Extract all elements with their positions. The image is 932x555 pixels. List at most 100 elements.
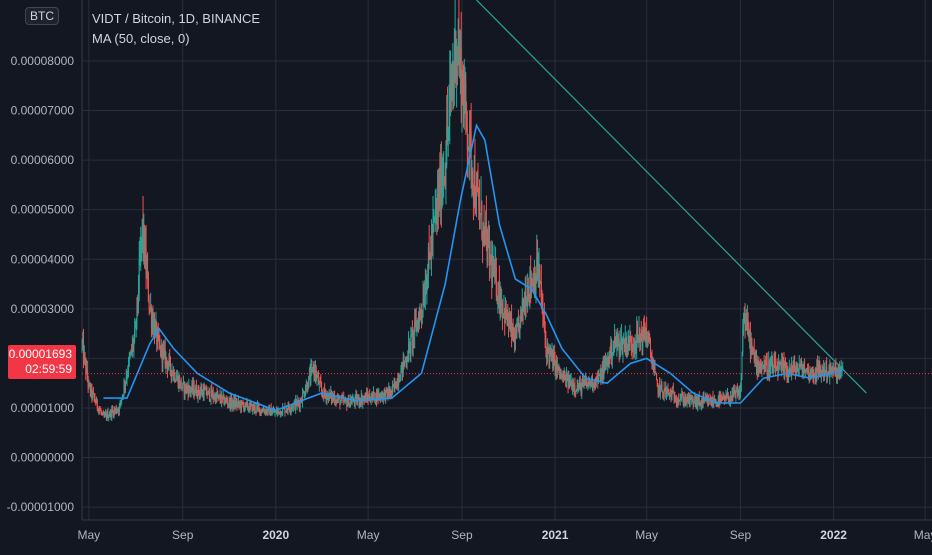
candle-body xyxy=(232,399,234,404)
candle-body xyxy=(650,352,652,360)
candle-body xyxy=(553,355,555,369)
candle-body xyxy=(160,345,162,356)
candle-body xyxy=(183,382,185,394)
candle-body xyxy=(318,376,320,385)
candle-body xyxy=(100,410,102,413)
candle-body xyxy=(687,395,689,402)
candle-body xyxy=(401,362,403,369)
candle-body xyxy=(121,395,123,400)
candle-body xyxy=(548,351,550,361)
candle-body xyxy=(762,364,764,367)
candle-body xyxy=(764,369,766,372)
candle-body xyxy=(583,381,585,384)
candle-body xyxy=(430,236,432,260)
candle-body xyxy=(142,219,144,246)
ma-line[interactable] xyxy=(103,123,843,412)
candle-body xyxy=(668,391,670,394)
candle-body xyxy=(705,398,707,402)
candle-body xyxy=(540,280,542,283)
candle-body xyxy=(92,392,94,394)
candle-body xyxy=(178,379,180,388)
symbol-title[interactable]: VIDT / Bitcoin, 1D, BINANCE xyxy=(92,11,261,26)
candle-body xyxy=(340,401,342,405)
candle-body xyxy=(115,408,117,413)
candle-body xyxy=(187,389,189,396)
candle-body xyxy=(561,374,563,379)
candle-body xyxy=(440,163,442,207)
candle-body xyxy=(693,401,695,405)
candle-body xyxy=(498,283,500,309)
candle-body xyxy=(636,330,638,350)
candle-body xyxy=(707,398,709,402)
currency-badge[interactable]: BTC xyxy=(25,7,59,25)
candle-body xyxy=(179,379,181,387)
candle-body xyxy=(315,370,317,379)
candle-body xyxy=(309,373,311,382)
indicator-title[interactable]: MA (50, close, 0) xyxy=(92,31,190,46)
candle-body xyxy=(206,394,208,396)
candle-body xyxy=(387,392,389,397)
candle-body xyxy=(83,354,85,362)
candle-body xyxy=(316,376,318,379)
trendline[interactable] xyxy=(476,0,867,394)
candle-body xyxy=(804,371,806,374)
candle-body xyxy=(298,402,300,404)
candle-body xyxy=(701,401,703,405)
candle-body xyxy=(373,392,375,402)
candle-body xyxy=(480,204,482,214)
candle-body xyxy=(839,369,841,376)
candle-body xyxy=(538,269,540,274)
candle-body xyxy=(392,385,394,387)
x-tick-label: 2022 xyxy=(820,528,847,542)
candle-body xyxy=(559,366,561,374)
candle-body xyxy=(248,408,250,411)
candle-body xyxy=(310,368,312,382)
candle-body xyxy=(359,402,361,404)
candle-body xyxy=(254,406,256,412)
candle-body xyxy=(416,322,418,331)
candle-body xyxy=(666,390,668,392)
candle-body xyxy=(579,382,581,384)
candle-body xyxy=(622,342,624,353)
candle-body xyxy=(466,106,468,127)
candle-body xyxy=(372,393,374,397)
candle-body xyxy=(89,385,91,394)
candle-body xyxy=(308,373,310,377)
candle-body xyxy=(604,363,606,365)
candle-body xyxy=(572,385,574,391)
candle-body xyxy=(350,400,352,404)
candle-body xyxy=(199,393,201,396)
candle-body xyxy=(243,405,245,410)
candle-body xyxy=(630,338,632,340)
candle-body xyxy=(159,344,161,346)
candle-body xyxy=(427,246,429,274)
candle-body xyxy=(449,90,451,110)
candle-body xyxy=(425,286,427,294)
candle-body xyxy=(678,400,680,402)
candle-body xyxy=(333,397,335,399)
candle-body xyxy=(504,308,506,324)
candle-body xyxy=(188,386,190,396)
candle-body xyxy=(623,341,625,343)
candle-body xyxy=(149,308,151,310)
candle-body xyxy=(742,329,744,353)
candle-body xyxy=(563,374,565,381)
candle-body xyxy=(376,393,378,402)
candle-body xyxy=(390,390,392,396)
candle-body xyxy=(231,398,233,407)
candle-body xyxy=(224,399,226,403)
candle-body xyxy=(339,397,341,405)
candle-body xyxy=(459,54,461,66)
candle-body xyxy=(318,382,320,385)
candle-body xyxy=(450,82,452,91)
candle-body xyxy=(157,332,159,345)
candle-body xyxy=(817,366,819,370)
candle-body xyxy=(636,330,638,340)
candle-body xyxy=(737,390,739,393)
candle-body xyxy=(727,394,729,400)
candle-body xyxy=(597,377,599,382)
candle-body xyxy=(190,390,192,393)
candle-body xyxy=(215,395,217,403)
